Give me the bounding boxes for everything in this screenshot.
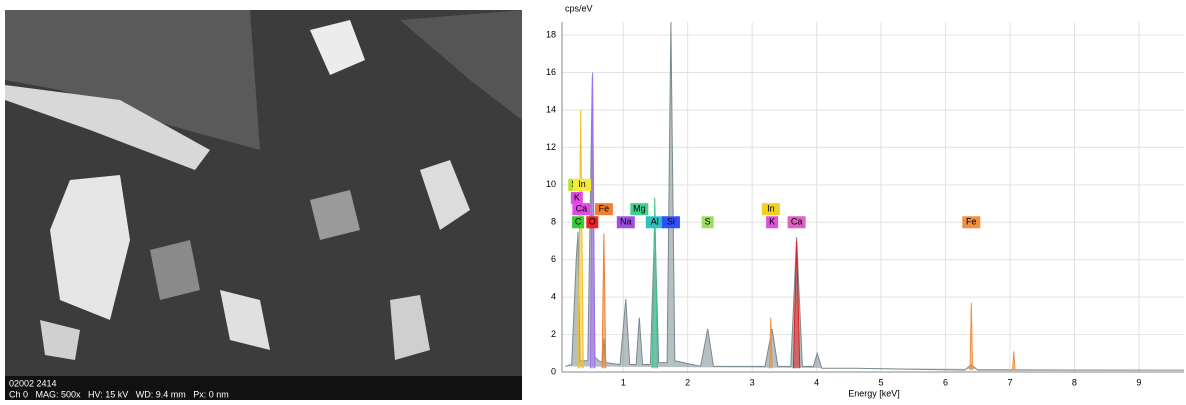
element-label: Al <box>651 217 659 227</box>
x-axis-label: Energy [keV] <box>848 388 900 398</box>
sem-image: 02002 2414 Ch 0 MAG: 500x HV: 15 kV WD: … <box>5 10 522 400</box>
image-caption: 02002 2414 <box>9 378 57 388</box>
element-label: Fe <box>599 204 610 214</box>
x-tick-label: 5 <box>879 377 884 387</box>
element-label: In <box>767 204 775 214</box>
x-tick-label: 1 <box>621 377 626 387</box>
y-tick-label: 12 <box>546 142 556 152</box>
spectrum-line <box>770 318 773 369</box>
x-tick-label: 9 <box>1136 377 1141 387</box>
x-tick-label: 8 <box>1072 377 1077 387</box>
spectrum-line <box>578 110 583 368</box>
figure: 02002 2414 Ch 0 MAG: 500x HV: 15 kV WD: … <box>0 0 1186 400</box>
y-tick-label: 10 <box>546 179 556 189</box>
x-tick-label: 7 <box>1007 377 1012 387</box>
y-tick-label: 18 <box>546 29 556 39</box>
y-tick-label: 6 <box>551 254 556 264</box>
element-label: Fe <box>966 217 977 227</box>
element-label: K <box>574 192 580 202</box>
spectrum-line <box>565 22 1184 370</box>
y-tick-label: 4 <box>551 292 556 302</box>
spectrum-line <box>1013 351 1016 370</box>
spectrum-line <box>602 234 606 369</box>
y-tick-label: 16 <box>546 67 556 77</box>
element-label: In <box>578 179 586 189</box>
y-axis-label: cps/eV <box>565 3 593 13</box>
image-info: Ch 0 MAG: 500x HV: 15 kV WD: 9.4 mm Px: … <box>9 389 229 399</box>
x-tick-label: 2 <box>685 377 690 387</box>
x-tick-label: 3 <box>750 377 755 387</box>
element-label: Ca <box>791 217 803 227</box>
x-tick-label: 4 <box>814 377 819 387</box>
element-label: Si <box>667 217 675 227</box>
element-label: S <box>705 217 711 227</box>
y-tick-label: 2 <box>551 329 556 339</box>
element-label: Na <box>620 217 632 227</box>
page: 02002 2414 Ch 0 MAG: 500x HV: 15 kV WD: … <box>0 0 1186 400</box>
y-tick-label: 0 <box>551 366 556 376</box>
element-label: Mg <box>633 204 646 214</box>
element-label: Ca <box>576 204 588 214</box>
y-tick-label: 14 <box>546 104 556 114</box>
element-label: O <box>589 217 596 227</box>
element-label: C <box>575 217 582 227</box>
spectrum-line <box>970 303 973 370</box>
x-tick-label: 6 <box>943 377 948 387</box>
element-label: K <box>769 217 775 227</box>
y-tick-label: 8 <box>551 217 556 227</box>
